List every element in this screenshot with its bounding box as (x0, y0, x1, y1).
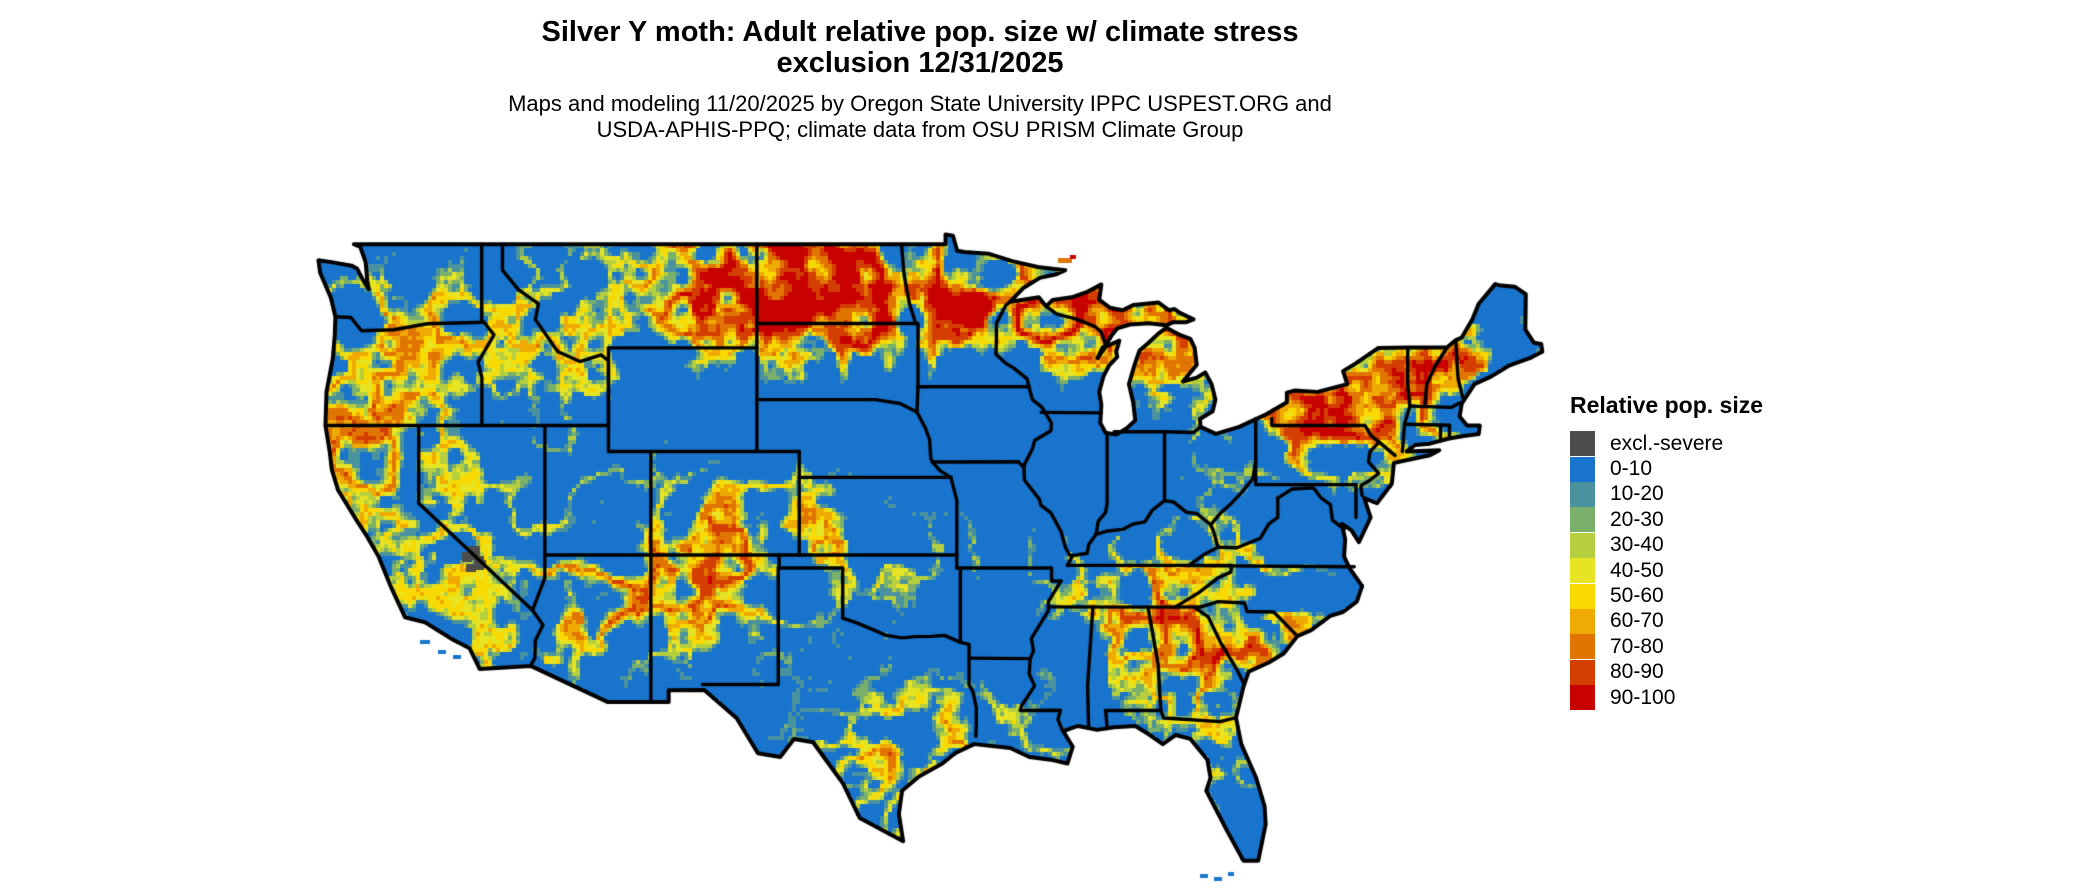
legend-item: 40-50 (1570, 558, 1763, 584)
legend-swatch (1570, 685, 1595, 711)
legend-swatch (1570, 659, 1595, 685)
legend-item-label: 50-60 (1610, 584, 1664, 608)
legend-item: 50-60 (1570, 583, 1763, 609)
legend-item-label: 90-100 (1610, 685, 1676, 709)
legend-swatch (1570, 431, 1595, 457)
legend-swatch (1570, 608, 1595, 634)
legend-title: Relative pop. size (1570, 392, 1764, 418)
legend-swatch (1570, 481, 1595, 507)
legend-item-label: 10-20 (1610, 482, 1664, 506)
legend-item-label: excl.-severe (1610, 431, 1724, 455)
legend-swatch (1570, 558, 1595, 584)
legend-item-label: 40-50 (1610, 558, 1664, 582)
legend-swatch (1570, 634, 1595, 660)
legend: Relative pop. size excl.-severe 0-10 10-… (1570, 392, 1764, 711)
legend-item-label: 0-10 (1610, 457, 1653, 481)
legend-item: 60-70 (1570, 608, 1763, 634)
map-title: Silver Y moth: Adult relative pop. size … (0, 17, 1840, 79)
map-subtitle: Maps and modeling 11/20/2025 by Oregon S… (0, 91, 1840, 143)
map-subtitle-line-2: USDA-APHIS-PPQ; climate data from OSU PR… (596, 117, 1244, 142)
legend-item-label: 20-30 (1610, 507, 1664, 531)
legend-swatch (1570, 456, 1595, 482)
legend-item: 90-100 (1570, 685, 1763, 711)
legend-item-label: 70-80 (1610, 634, 1664, 658)
legend-item: excl.-severe (1570, 431, 1763, 457)
legend-item: 0-10 (1570, 456, 1763, 482)
legend-item-label: 60-70 (1610, 609, 1664, 633)
legend-swatch (1570, 532, 1595, 558)
map-subtitle-line-1: Maps and modeling 11/20/2025 by Oregon S… (508, 91, 1332, 116)
map-title-line-1: Silver Y moth: Adult relative pop. size … (541, 16, 1299, 48)
legend-item: 80-90 (1570, 659, 1763, 685)
legend-item: 10-20 (1570, 481, 1763, 507)
legend-item-label: 30-40 (1610, 533, 1664, 557)
legend-item: 20-30 (1570, 507, 1763, 533)
legend-item: 70-80 (1570, 634, 1763, 660)
map-title-line-2: exclusion 12/31/2025 (776, 47, 1064, 79)
legend-item: 30-40 (1570, 532, 1763, 558)
legend-swatch (1570, 507, 1595, 533)
legend-swatch (1570, 583, 1595, 609)
legend-item-label: 80-90 (1610, 660, 1664, 684)
